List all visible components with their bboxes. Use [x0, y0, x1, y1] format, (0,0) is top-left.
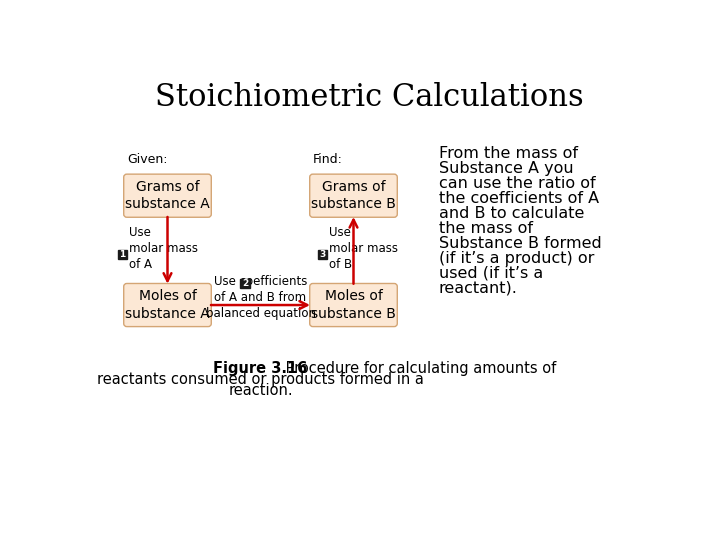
Text: Moles of
substance B: Moles of substance B — [311, 289, 396, 321]
Text: Procedure for calculating amounts of: Procedure for calculating amounts of — [281, 361, 556, 376]
FancyBboxPatch shape — [310, 174, 397, 217]
Text: 3: 3 — [320, 249, 325, 259]
Text: used (if it’s a: used (if it’s a — [438, 266, 543, 281]
Text: reactants consumed or products formed in a: reactants consumed or products formed in… — [97, 372, 424, 387]
Text: 1: 1 — [120, 249, 126, 259]
FancyBboxPatch shape — [310, 284, 397, 327]
Text: the mass of: the mass of — [438, 221, 533, 236]
FancyBboxPatch shape — [118, 249, 127, 259]
Text: (if it’s a product) or: (if it’s a product) or — [438, 251, 594, 266]
Text: Substance A you: Substance A you — [438, 161, 573, 176]
FancyBboxPatch shape — [240, 279, 250, 288]
Text: Moles of
substance A: Moles of substance A — [125, 289, 210, 321]
Text: Use coefficients
of A and B from
balanced equation: Use coefficients of A and B from balance… — [205, 275, 315, 320]
FancyBboxPatch shape — [318, 249, 327, 259]
Text: Given:: Given: — [127, 153, 167, 166]
Text: Use
molar mass
of A: Use molar mass of A — [129, 226, 198, 271]
Text: Grams of
substance A: Grams of substance A — [125, 180, 210, 211]
Text: Figure 3.16: Figure 3.16 — [213, 361, 307, 376]
Text: From the mass of: From the mass of — [438, 146, 577, 161]
Text: reaction.: reaction. — [228, 383, 293, 398]
Text: Use
molar mass
of B: Use molar mass of B — [329, 226, 397, 271]
Text: reactant).: reactant). — [438, 281, 518, 296]
Text: Find:: Find: — [312, 153, 343, 166]
Text: and B to calculate: and B to calculate — [438, 206, 584, 221]
Text: Grams of
substance B: Grams of substance B — [311, 180, 396, 211]
Text: 2: 2 — [242, 279, 248, 288]
Text: Stoichiometric Calculations: Stoichiometric Calculations — [155, 82, 583, 113]
FancyBboxPatch shape — [124, 284, 211, 327]
FancyBboxPatch shape — [124, 174, 211, 217]
Text: the coefficients of A: the coefficients of A — [438, 191, 599, 206]
Text: can use the ratio of: can use the ratio of — [438, 176, 595, 191]
Text: Substance B formed: Substance B formed — [438, 236, 601, 251]
